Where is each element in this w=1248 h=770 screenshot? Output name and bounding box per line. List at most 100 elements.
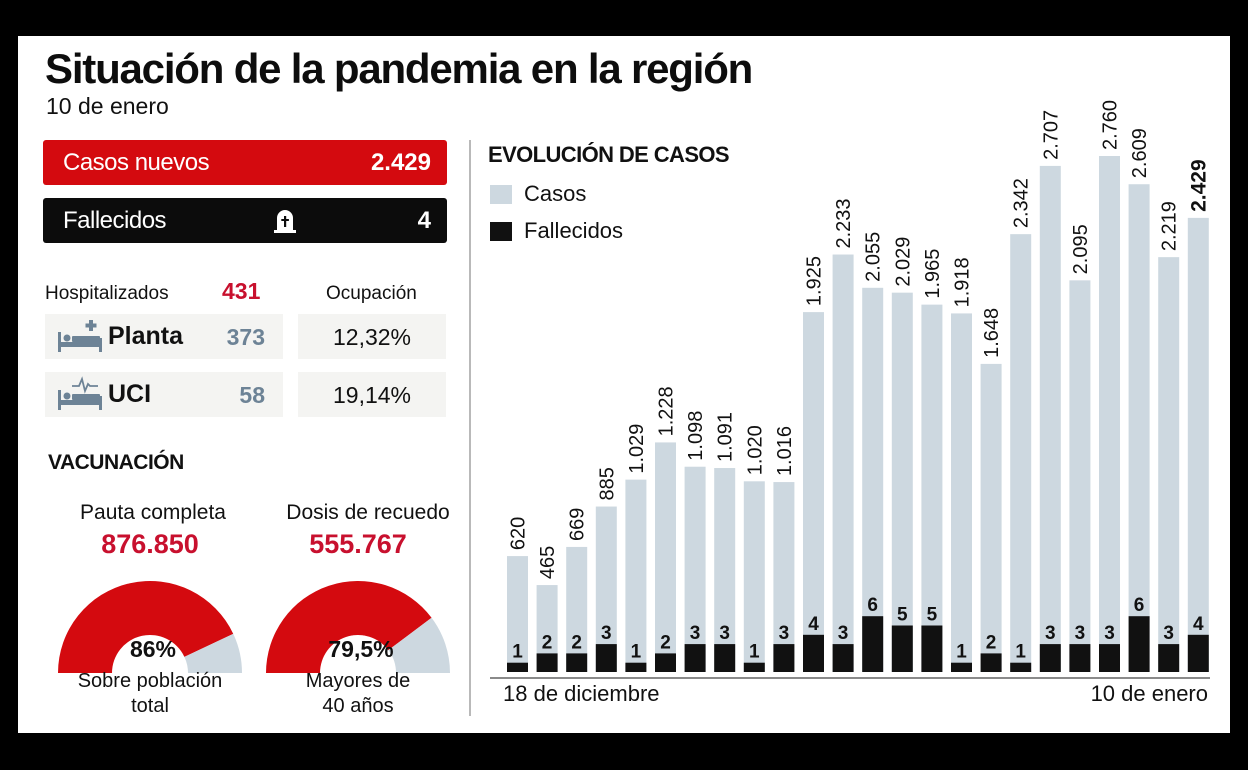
- bar-fallecidos-label: 3: [838, 623, 849, 644]
- bar-casos-label: 2.095: [1070, 224, 1092, 274]
- bar-fallecidos: [595, 644, 617, 672]
- bar-casos-label: 1.091: [715, 412, 737, 462]
- bar-fallecidos-label: 2: [660, 632, 671, 653]
- bar-fallecidos: [862, 616, 884, 672]
- gauge-1-value: 876.850: [101, 529, 199, 559]
- bar-casos: [980, 363, 1002, 672]
- gauge-2-booster: [266, 581, 450, 673]
- bar-casos-label: 465: [537, 546, 559, 579]
- bar-casos: [507, 556, 528, 672]
- bar-fallecidos: [1069, 644, 1091, 672]
- bar-casos-label: 885: [596, 467, 618, 500]
- uci-occupancy: 19,14%: [332, 382, 411, 408]
- legend-item-fallecidos: Fallecidos: [490, 218, 623, 244]
- bar-fallecidos: [684, 644, 706, 672]
- bar-casos-label: 2.029: [892, 237, 914, 287]
- legend-label-fallecidos: Fallecidos: [524, 218, 624, 243]
- bar-fallecidos: [951, 662, 972, 672]
- new-cases-value: 2.429: [370, 148, 431, 176]
- bar-fallecidos: [773, 644, 795, 672]
- bar-fallecidos-label: 1: [512, 642, 523, 663]
- bar-fallecidos-label: 2: [571, 632, 582, 653]
- bar-casos-label: 1.020: [744, 425, 766, 475]
- bar-casos-label: 1.918: [952, 257, 974, 307]
- bar-casos: [921, 304, 943, 672]
- gauge-2-value: 555.767: [309, 529, 407, 559]
- bar-casos: [595, 506, 617, 672]
- planta-occupancy-cell: [298, 314, 446, 359]
- bar-casos-label: 2.429: [1187, 159, 1210, 212]
- bar-casos: [1187, 217, 1209, 672]
- gauge-1-percent: 86%: [129, 636, 177, 662]
- vaccination-title: VACUNACIÓN: [48, 451, 184, 474]
- bar-fallecidos: [625, 662, 647, 672]
- bar-fallecidos-label: 4: [808, 614, 819, 635]
- tombstone-icon: [274, 210, 296, 233]
- bar-casos: [862, 287, 884, 672]
- deaths-label: Fallecidos: [63, 206, 167, 234]
- planta-occupancy: 12,32%: [332, 324, 411, 350]
- new-cases-box: Casos nuevos 2.429: [43, 140, 447, 185]
- bar-casos-label: 1.648: [981, 308, 1003, 358]
- uci-value: 58: [239, 382, 265, 408]
- legend-item-casos: Casos: [490, 181, 586, 207]
- gauge-1-full-course: [58, 581, 242, 673]
- bar-casos-label: 2.055: [863, 232, 885, 282]
- gauge-1-rest-arc: [184, 633, 242, 673]
- bar-fallecidos: [1158, 644, 1180, 672]
- hospital-bed-cross-icon: [58, 320, 102, 352]
- new-cases-label: Casos nuevos: [63, 148, 210, 176]
- bar-fallecidos: [891, 625, 913, 672]
- bar-casos-label: 669: [567, 508, 589, 541]
- bar-fallecidos: [566, 653, 588, 672]
- bar-casos: [714, 468, 736, 672]
- x-end-label: 10 de enero: [1090, 681, 1208, 706]
- occupancy-label: Ocupación: [326, 283, 417, 304]
- bar-fallecidos-label: 3: [601, 623, 612, 644]
- bar-casos: [891, 292, 913, 672]
- gauge-1-caption: Sobre población total: [50, 669, 250, 719]
- gauge-2-caption-line1: Mayores de: [305, 670, 411, 692]
- bar-fallecidos-label: 3: [690, 623, 701, 644]
- bar-casos-label: 2.760: [1100, 100, 1122, 150]
- bar-fallecidos-label: 1: [749, 642, 760, 663]
- bar-fallecidos-label: 3: [1104, 623, 1115, 644]
- gauge-2-heading: Dosis de recuedo: [286, 501, 450, 524]
- deaths-value: 4: [417, 206, 431, 234]
- bar-casos: [773, 482, 795, 672]
- bar-casos: [655, 442, 676, 672]
- page-date: 10 de enero: [46, 93, 169, 119]
- bar-casos: [1069, 280, 1091, 672]
- bar-casos-label: 1.228: [656, 386, 678, 436]
- gauge-1-fill-arc: [58, 581, 234, 673]
- bar-fallecidos: [921, 625, 943, 672]
- bar-casos-label: 2.233: [833, 198, 855, 248]
- bar-casos: [803, 312, 824, 672]
- x-start-label: 18 de diciembre: [503, 681, 660, 706]
- bar-fallecidos-label: 2: [542, 632, 553, 653]
- legend-swatch-fallecidos: [490, 221, 512, 241]
- legend-swatch-casos: [490, 184, 512, 204]
- bar-fallecidos: [536, 653, 558, 672]
- bar-fallecidos: [1039, 644, 1061, 672]
- gauge-1-caption-line2: total: [131, 695, 169, 717]
- bar-fallecidos-label: 6: [867, 595, 878, 616]
- bar-fallecidos: [980, 653, 1002, 672]
- bar-fallecidos: [1128, 616, 1150, 672]
- bar-casos-label: 2.342: [1011, 178, 1033, 228]
- hospitalized-label: Hospitalizados: [45, 283, 169, 304]
- bar-casos-label: 1.925: [804, 256, 826, 306]
- bar-fallecidos: [655, 653, 676, 672]
- bar-fallecidos: [714, 644, 736, 672]
- bar-fallecidos-label: 4: [1193, 614, 1204, 635]
- gauge-2-rest-arc: [388, 617, 450, 673]
- legend-label-casos: Casos: [524, 181, 587, 206]
- bar-casos: [1099, 156, 1120, 672]
- bar-fallecidos-label: 3: [1163, 623, 1174, 644]
- bar-casos: [743, 481, 765, 672]
- bar-fallecidos-label: 2: [986, 632, 997, 653]
- bar-fallecidos-label: 1: [1015, 642, 1026, 663]
- deaths-box: Fallecidos 4: [43, 198, 447, 243]
- bar-casos: [1128, 184, 1150, 672]
- hospital-bed-heartbeat-icon: [58, 376, 102, 410]
